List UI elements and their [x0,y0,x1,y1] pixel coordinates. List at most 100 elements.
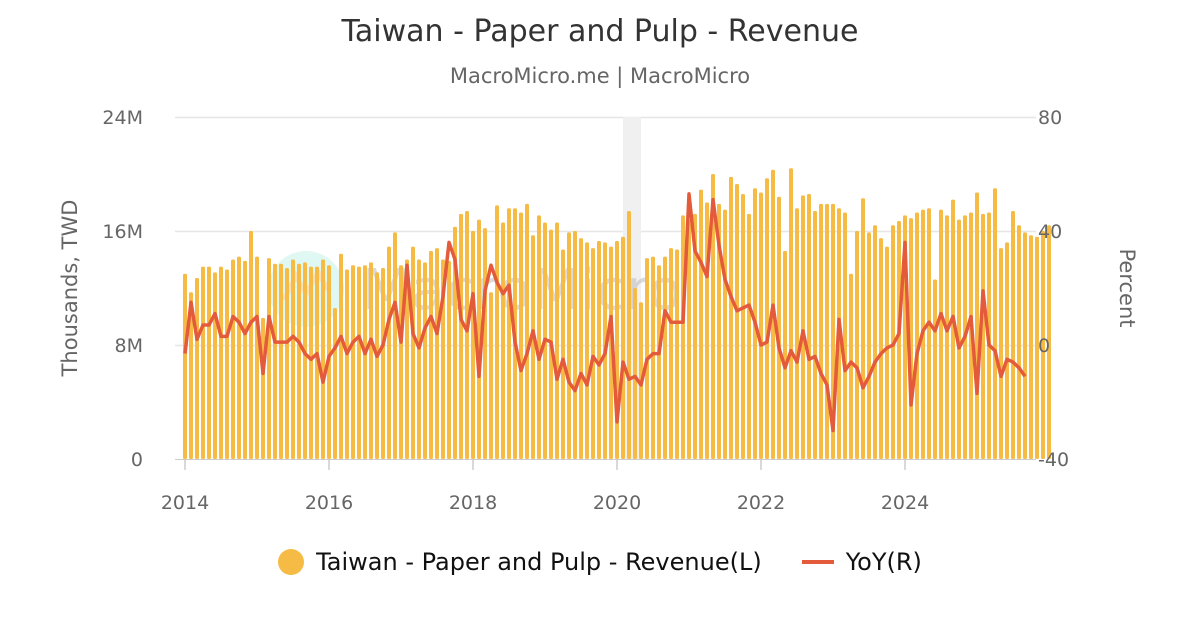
revenue-bar[interactable] [501,222,505,459]
revenue-bar[interactable] [519,212,523,459]
revenue-bar[interactable] [723,209,727,459]
revenue-bar[interactable] [609,246,613,459]
revenue-bar[interactable] [933,279,937,459]
revenue-bar[interactable] [231,259,235,460]
revenue-bar[interactable] [885,246,889,459]
revenue-bar[interactable] [309,266,313,459]
revenue-bar[interactable] [939,209,943,459]
revenue-bar[interactable] [1029,235,1033,459]
revenue-bar[interactable] [555,222,559,459]
revenue-bar[interactable] [567,232,571,459]
revenue-bar[interactable] [1035,236,1039,459]
revenue-bar[interactable] [369,262,373,459]
revenue-bar[interactable] [357,266,361,459]
revenue-bar[interactable] [459,213,463,459]
revenue-bar[interactable] [573,231,577,459]
revenue-bar[interactable] [843,212,847,459]
revenue-bar[interactable] [825,203,829,459]
revenue-bar[interactable] [951,199,955,459]
revenue-bar[interactable] [873,225,877,459]
revenue-bar[interactable] [879,238,883,459]
revenue-bar[interactable] [1041,231,1045,459]
revenue-bar[interactable] [861,198,865,459]
revenue-bar[interactable] [927,208,931,459]
revenue-bar[interactable] [819,203,823,459]
revenue-bar[interactable] [291,259,295,460]
revenue-bar[interactable] [477,219,481,459]
revenue-bar[interactable] [411,246,415,459]
revenue-bar[interactable] [489,292,493,459]
revenue-bar[interactable] [747,213,751,459]
revenue-bar[interactable] [363,265,367,459]
revenue-bar[interactable] [801,195,805,459]
revenue-bar[interactable] [789,168,793,460]
revenue-bar[interactable] [219,266,223,459]
revenue-bar[interactable] [267,258,271,459]
revenue-bar[interactable] [975,192,979,459]
revenue-bar[interactable] [981,213,985,459]
revenue-bar[interactable] [579,238,583,459]
revenue-bar[interactable] [1011,211,1015,459]
revenue-bar[interactable] [447,260,451,459]
revenue-bar[interactable] [471,231,475,459]
revenue-bar[interactable] [669,248,673,459]
revenue-bar[interactable] [699,189,703,460]
revenue-bar[interactable] [243,260,247,459]
revenue-bar[interactable] [207,266,211,459]
revenue-bar[interactable] [867,232,871,459]
revenue-bar[interactable] [375,272,379,459]
revenue-bar[interactable] [345,269,349,459]
revenue-bar[interactable] [849,273,853,459]
revenue-bar[interactable] [339,253,343,459]
revenue-bar[interactable] [627,211,631,459]
revenue-bar[interactable] [663,256,667,459]
revenue-bar[interactable] [561,249,565,459]
revenue-bar[interactable] [423,262,427,459]
revenue-bar[interactable] [633,288,637,459]
revenue-bar[interactable] [765,178,769,459]
revenue-bar[interactable] [381,268,385,459]
revenue-bar[interactable] [435,248,439,459]
revenue-bar[interactable] [693,213,697,459]
revenue-bar[interactable] [741,193,745,459]
revenue-bar[interactable] [855,231,859,459]
revenue-bar[interactable] [429,250,433,459]
revenue-bar[interactable] [201,266,205,459]
revenue-bar[interactable] [393,232,397,459]
revenue-bar[interactable] [681,215,685,459]
revenue-bar[interactable] [993,188,997,459]
revenue-bar[interactable] [285,268,289,459]
revenue-bar[interactable] [999,248,1003,459]
revenue-bar[interactable] [807,193,811,459]
revenue-bar[interactable] [783,250,787,459]
revenue-bar[interactable] [1023,232,1027,459]
revenue-bar[interactable] [237,256,241,459]
revenue-bar[interactable] [813,211,817,459]
revenue-bar[interactable] [315,266,319,459]
revenue-bar[interactable] [507,208,511,459]
revenue-bar[interactable] [591,248,595,459]
revenue-bar[interactable] [795,208,799,459]
revenue-bar[interactable] [537,215,541,459]
revenue-bar[interactable] [195,278,199,459]
revenue-bar[interactable] [495,205,499,459]
revenue-bar[interactable] [405,259,409,460]
legend-item-yoy[interactable]: YoY(R) [801,548,922,576]
revenue-bar[interactable] [621,236,625,459]
revenue-bar[interactable] [465,211,469,459]
revenue-bar[interactable] [417,259,421,460]
revenue-bar[interactable] [945,215,949,459]
revenue-bar[interactable] [279,263,283,459]
revenue-bar[interactable] [351,265,355,459]
revenue-bar[interactable] [915,212,919,459]
revenue-bar[interactable] [687,219,691,459]
revenue-bar[interactable] [897,221,901,459]
revenue-bar[interactable] [1005,242,1009,459]
revenue-bar[interactable] [651,256,655,459]
revenue-bar[interactable] [273,263,277,459]
revenue-bar[interactable] [399,265,403,459]
legend-item-revenue[interactable]: Taiwan - Paper and Pulp - Revenue(L) [278,548,762,576]
revenue-bar[interactable] [657,265,661,459]
revenue-bar[interactable] [255,256,259,459]
revenue-bar[interactable] [531,235,535,459]
